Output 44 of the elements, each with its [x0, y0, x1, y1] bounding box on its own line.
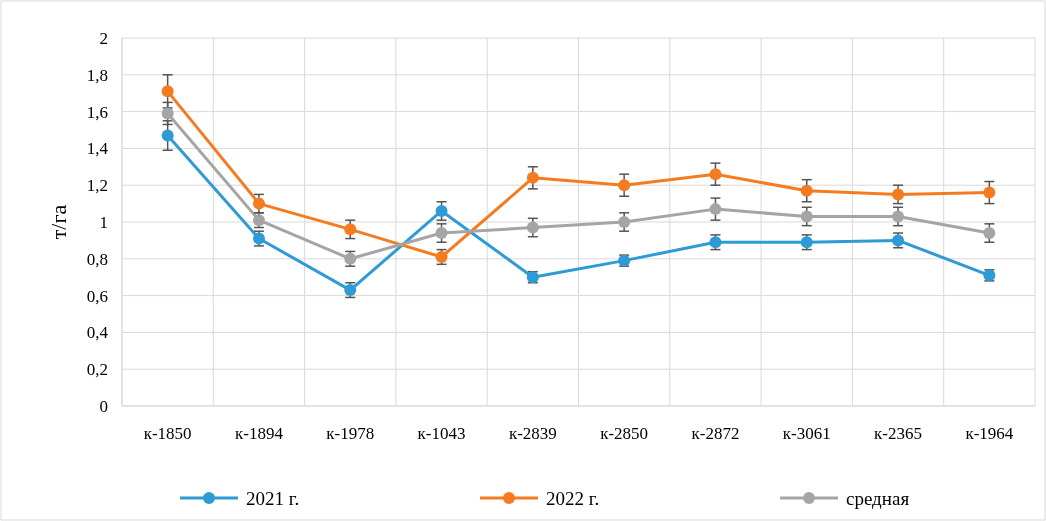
- point: [435, 227, 448, 240]
- point: [892, 188, 905, 201]
- y-tick-label: 1,6: [86, 102, 108, 122]
- y-axis-title: т/га: [46, 204, 71, 240]
- legend-label: средная: [846, 487, 910, 509]
- point: [526, 171, 539, 184]
- point: [252, 197, 265, 210]
- point: [892, 210, 905, 223]
- x-tick-label: к-2872: [691, 424, 740, 443]
- x-tick-label: к-1894: [234, 424, 284, 443]
- x-tick-label: к-1850: [143, 424, 192, 443]
- x-tick-label: к-1978: [326, 424, 375, 443]
- point: [800, 184, 813, 197]
- legend-label: 2022 г.: [546, 487, 600, 509]
- y-tick-label: 0: [99, 396, 108, 416]
- point: [618, 179, 631, 192]
- y-tick-label: 0,8: [86, 249, 108, 269]
- y-tick-label: 0,4: [86, 323, 109, 343]
- point: [526, 221, 539, 234]
- x-tick-label: к-2850: [600, 424, 649, 443]
- x-tick-label: к-2365: [874, 424, 923, 443]
- x-tick-label: к-2839: [508, 424, 557, 443]
- y-tick-label: 0,6: [86, 286, 108, 306]
- point: [709, 203, 722, 216]
- y-tick-label: 1,8: [86, 65, 108, 85]
- y-tick-label: 0,2: [86, 360, 108, 380]
- point: [435, 204, 448, 217]
- point: [161, 85, 174, 98]
- point: [618, 216, 631, 228]
- y-tick-label: 1: [99, 212, 108, 232]
- x-tick-label: к-1964: [965, 424, 1014, 443]
- point: [709, 168, 722, 181]
- x-tick-label: к-3061: [782, 424, 831, 443]
- y-tick-label: 2: [99, 28, 108, 48]
- y-tick-label: 1,2: [86, 176, 108, 196]
- point: [983, 227, 996, 240]
- point: [344, 223, 357, 236]
- point: [800, 210, 813, 223]
- point: [161, 107, 174, 120]
- y-tick-label: 1,4: [86, 139, 109, 159]
- x-tick-label: к-1043: [417, 424, 466, 443]
- point: [983, 186, 996, 199]
- legend-label: 2021 г.: [246, 487, 300, 509]
- point: [161, 129, 174, 142]
